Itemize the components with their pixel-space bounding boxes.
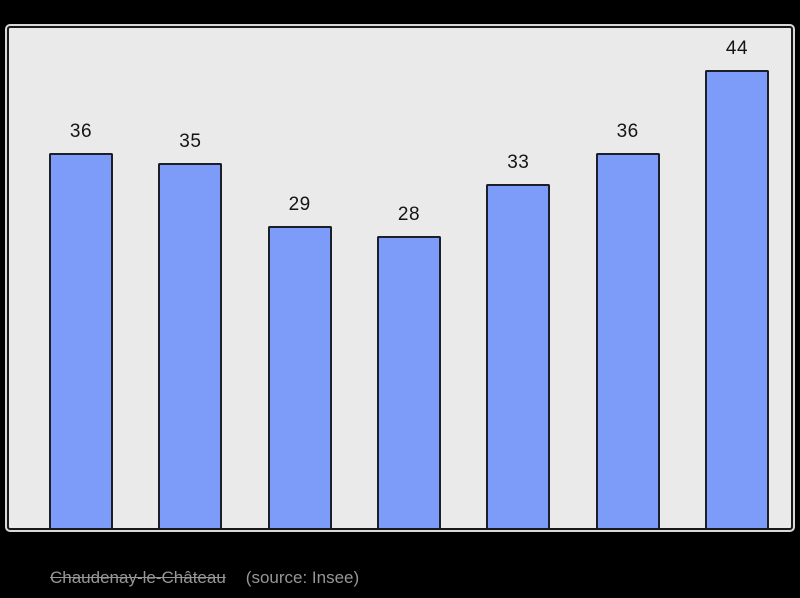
bar-group: 29 bbox=[267, 194, 332, 528]
bar-value-label: 36 bbox=[69, 121, 93, 142]
bar bbox=[158, 163, 223, 528]
bar-value-label: 44 bbox=[725, 38, 749, 59]
bar-group: 44 bbox=[704, 38, 769, 528]
bar-group: 28 bbox=[376, 204, 441, 528]
bars-container: 36 35 29 28 33 36 44 bbox=[9, 28, 791, 528]
bar-value-label: 29 bbox=[288, 194, 311, 215]
plot-area: 36 35 29 28 33 36 44 bbox=[5, 24, 795, 532]
chart-caption: Chaudenay-le-Château (source: Insee) bbox=[50, 568, 359, 588]
caption-commune-name: Chaudenay-le-Château bbox=[50, 568, 226, 587]
bar bbox=[267, 226, 332, 528]
bar-value-label: 35 bbox=[179, 131, 202, 152]
bar bbox=[49, 153, 113, 528]
bar bbox=[486, 184, 551, 528]
bar bbox=[704, 70, 769, 528]
caption-source: (source: Insee) bbox=[245, 568, 360, 587]
bar-group: 36 bbox=[49, 121, 113, 528]
bar-value-label: 28 bbox=[397, 204, 421, 225]
bar bbox=[595, 153, 660, 528]
bar bbox=[376, 236, 441, 528]
bar-group: 36 bbox=[595, 121, 660, 528]
bar-group: 33 bbox=[486, 152, 551, 528]
bar-value-label: 36 bbox=[616, 121, 639, 142]
bar-value-label: 33 bbox=[507, 152, 530, 173]
bar-group: 35 bbox=[158, 131, 223, 528]
